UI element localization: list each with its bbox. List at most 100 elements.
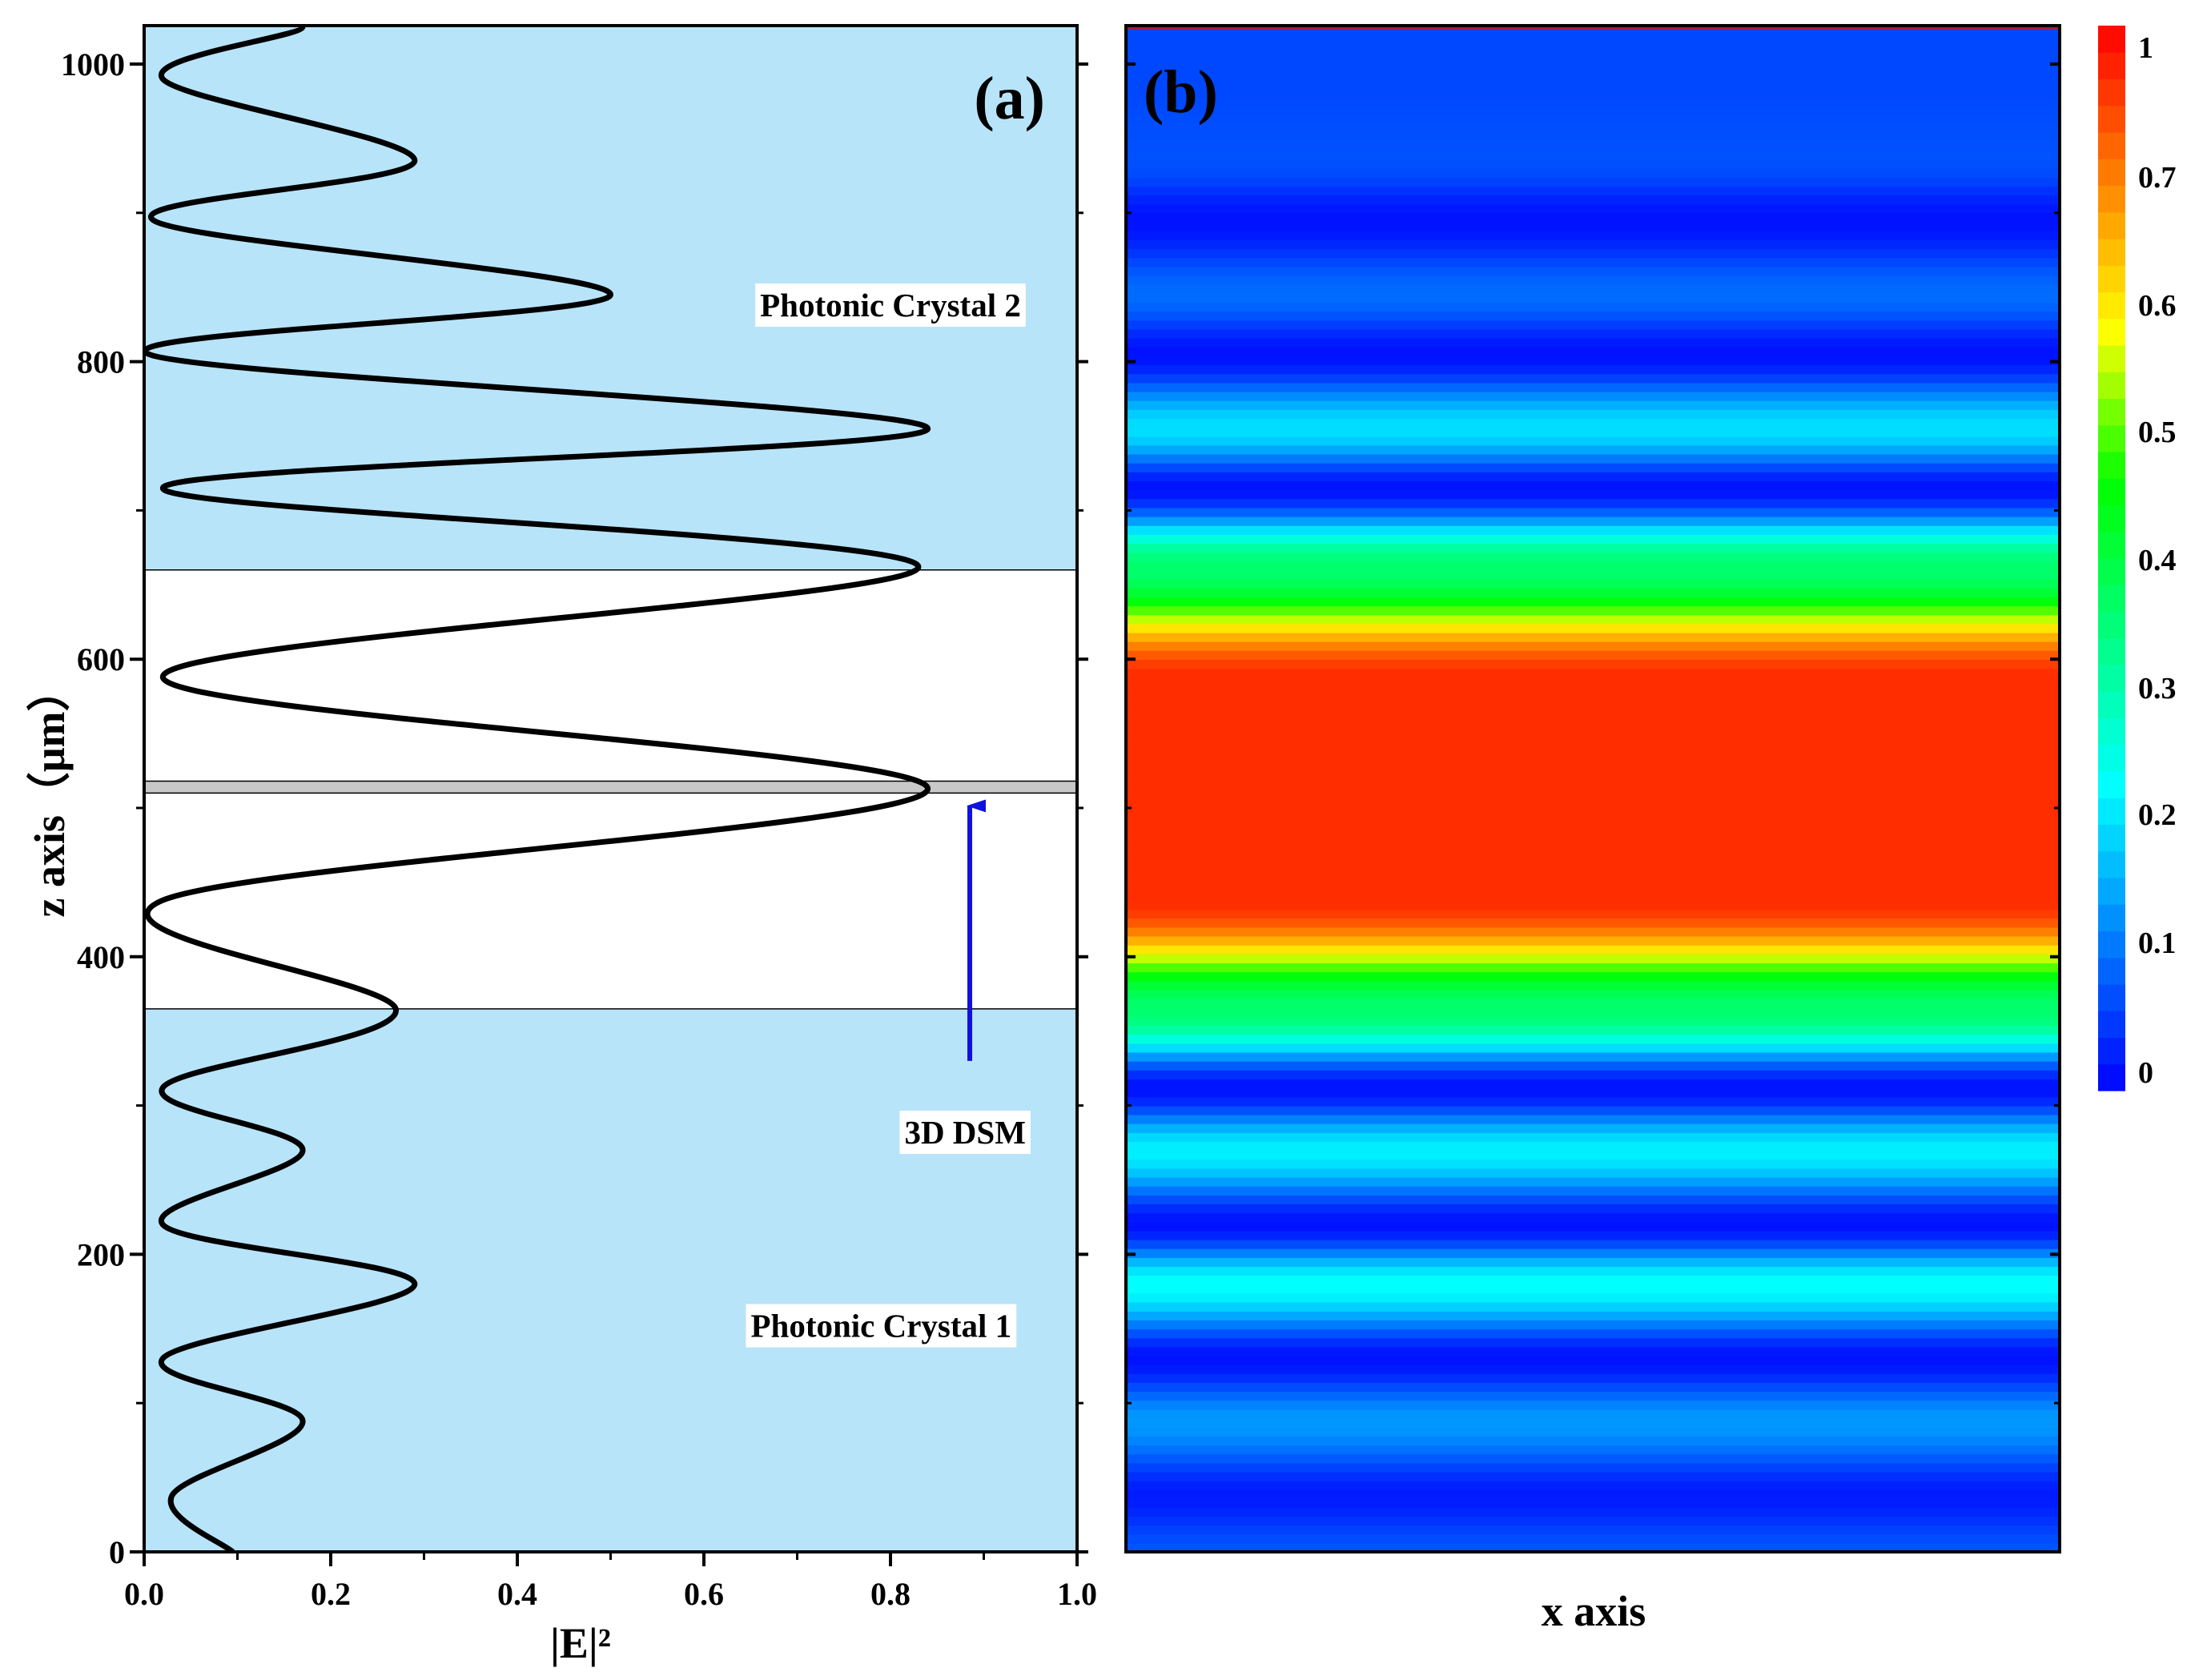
heatmap-band <box>1126 42 2060 53</box>
heatmap-band <box>1126 1507 2060 1517</box>
heatmap-band <box>1126 980 2060 991</box>
heatmap-band <box>1126 784 2060 794</box>
heatmap-band <box>1126 472 2060 482</box>
heatmap-band <box>1126 453 2060 464</box>
heatmap-band <box>1126 1391 2060 1401</box>
colorbar-tick-label: 0.1 <box>2138 926 2177 960</box>
heatmap-band <box>1126 275 2060 285</box>
y-tick-label: 400 <box>77 939 125 975</box>
panel-a-y-axis-title: z axis（μm） <box>26 668 74 917</box>
colorbar-band <box>2098 878 2125 905</box>
panel-b: (b) x axis <box>1124 24 2061 1635</box>
colorbar-band <box>2098 637 2125 665</box>
colorbar-band <box>2098 52 2125 80</box>
heatmap-band <box>1126 1141 2060 1151</box>
heatmap-band <box>1126 1301 2060 1312</box>
heatmap-band <box>1126 694 2060 705</box>
heatmap-band <box>1126 293 2060 303</box>
heatmap-band <box>1126 578 2060 589</box>
x-tick-label: 0.6 <box>684 1576 724 1612</box>
colorbar-tick-label: 0.7 <box>2138 161 2177 195</box>
heatmap-band <box>1126 926 2060 937</box>
colorbar-band <box>2098 239 2125 266</box>
heatmap-band <box>1126 685 2060 696</box>
heatmap-band <box>1126 1195 2060 1205</box>
heatmap-band <box>1126 1400 2060 1410</box>
colorbar-band <box>2098 984 2125 1011</box>
colorbar-band <box>2098 478 2125 506</box>
heatmap-band <box>1126 1284 2060 1294</box>
colorbar-band <box>2098 1011 2125 1039</box>
heatmap-band <box>1126 1382 2060 1393</box>
x-tick-label: 0.8 <box>870 1576 911 1612</box>
heatmap-band <box>1126 1070 2060 1079</box>
panel-a-label: (a) <box>974 65 1045 132</box>
heatmap-band <box>1126 248 2060 259</box>
heatmap-band <box>1126 409 2060 420</box>
heatmap-band <box>1126 221 2060 231</box>
heatmap-band <box>1126 1462 2060 1473</box>
annotation-0: Photonic Crystal 2 <box>755 283 1026 327</box>
heatmap-band <box>1126 552 2060 562</box>
colorbar-band <box>2098 744 2125 772</box>
heatmap-band <box>1126 659 2060 669</box>
heatmap-band <box>1126 891 2060 901</box>
heatmap-band <box>1126 1426 2060 1437</box>
heatmap-band <box>1126 78 2060 89</box>
colorbar-band <box>2098 691 2125 719</box>
heatmap-band <box>1126 739 2060 750</box>
heatmap-band <box>1126 1257 2060 1268</box>
heatmap-band <box>1126 1266 2060 1276</box>
heatmap-band <box>1126 1542 2060 1553</box>
heatmap-band <box>1126 650 2060 660</box>
heatmap-band <box>1126 677 2060 687</box>
heatmap-band <box>1126 1480 2060 1490</box>
heatmap-band <box>1126 1150 2060 1160</box>
heatmap-band <box>1126 873 2060 883</box>
heatmap-band <box>1126 70 2060 80</box>
heatmap-band <box>1126 1105 2060 1115</box>
heatmap-band <box>1126 819 2060 830</box>
heatmap-band <box>1126 61 2060 71</box>
colorbar-band <box>2098 850 2125 878</box>
colorbar-band <box>2098 398 2125 426</box>
heatmap-band <box>1126 159 2060 169</box>
heatmap-band <box>1126 444 2060 455</box>
heatmap-band <box>1126 1025 2060 1035</box>
heatmap-band <box>1126 935 2060 946</box>
heatmap-band <box>1126 1096 2060 1107</box>
heatmap-band <box>1126 1346 2060 1356</box>
heatmap-band <box>1126 1436 2060 1446</box>
colorbar-band <box>2098 504 2125 533</box>
heatmap-band <box>1126 1355 2060 1365</box>
heatmap-band <box>1126 641 2060 651</box>
heatmap-band <box>1126 1079 2060 1089</box>
colorbar-band <box>2098 665 2125 692</box>
colorbar-band <box>2098 424 2125 452</box>
heatmap-band <box>1126 311 2060 321</box>
annotation-text: Photonic Crystal 2 <box>760 287 1021 324</box>
heatmap-band <box>1126 605 2060 616</box>
panel-a: 0.0 0.2 0.4 0.6 0.8 1.0 0 200 400 600 800 1000 Pho… <box>26 24 1097 1667</box>
heatmap-band <box>1126 882 2060 892</box>
y-tick-label: 600 <box>77 641 125 677</box>
colorbar-band <box>2098 1063 2125 1091</box>
heatmap-band <box>1126 1230 2060 1240</box>
colorbar-band <box>2098 132 2125 159</box>
heatmap-band <box>1126 838 2060 848</box>
panel-b-label: (b) <box>1144 58 1218 126</box>
heatmap-band <box>1126 588 2060 597</box>
colorbar-band <box>2098 159 2125 187</box>
heatmap-band <box>1126 1311 2060 1320</box>
heatmap-band <box>1126 328 2060 339</box>
heatmap-band <box>1126 436 2060 446</box>
heatmap-band <box>1126 829 2060 838</box>
colorbar-band <box>2098 318 2125 346</box>
heatmap-band <box>1126 1168 2060 1178</box>
heatmap-band <box>1126 1373 2060 1383</box>
heatmap-band <box>1126 1016 2060 1027</box>
heatmap-band <box>1126 1292 2060 1303</box>
heatmap-band <box>1126 900 2060 910</box>
heatmap-band <box>1126 1185 2060 1196</box>
